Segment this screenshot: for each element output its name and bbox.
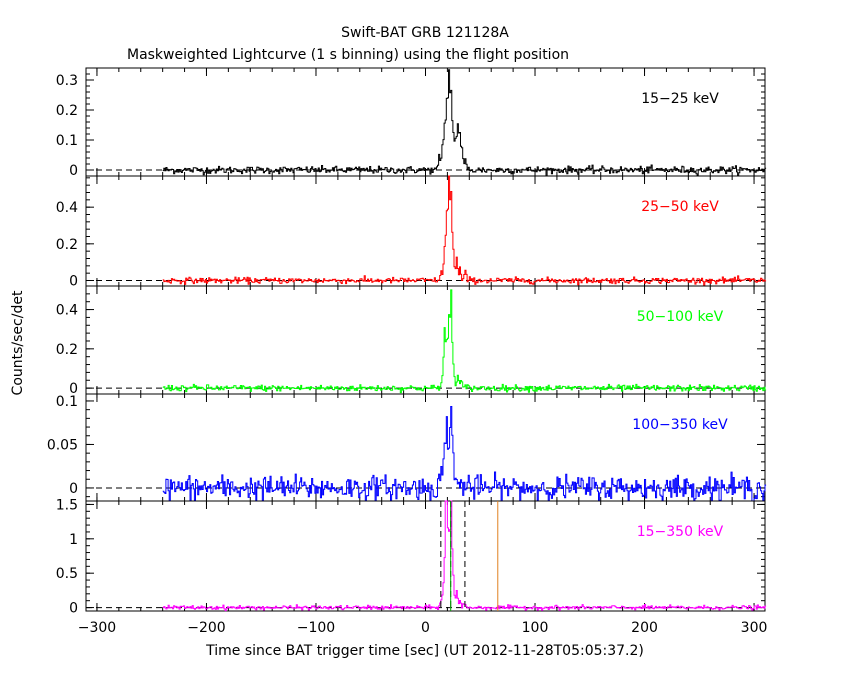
x-axis-label: Time since BAT trigger time [sec] (UT 20… (205, 643, 644, 659)
y-tick-label: 0 (69, 163, 78, 179)
band-label: 25−50 keV (641, 199, 719, 215)
x-tick-label: −300 (78, 620, 116, 636)
y-tick-label: 1 (69, 532, 78, 548)
y-tick-label: 0.5 (56, 566, 78, 582)
y-tick-label: 0 (69, 481, 78, 497)
y-tick-label: 0 (69, 601, 78, 617)
y-axis-label: Counts/sec/det (10, 290, 26, 395)
y-tick-label: 0 (69, 274, 78, 290)
y-tick-label: 0.1 (56, 133, 78, 149)
band-label: 15−350 keV (637, 524, 724, 540)
x-tick-label: 200 (631, 620, 658, 636)
y-tick-label: 0.4 (56, 200, 78, 216)
panel-frame (85, 175, 766, 287)
x-tick-label: −200 (187, 620, 225, 636)
series-line (162, 289, 767, 394)
band-label: 15−25 keV (641, 91, 719, 107)
y-tick-label: 0.2 (56, 342, 78, 358)
x-tick-label: 100 (522, 620, 549, 636)
band-label: 50−100 keV (637, 309, 724, 325)
y-tick-label: 0.05 (47, 437, 78, 453)
panel-4: 0 0.05 0.1 100−350 keV (47, 393, 767, 502)
x-tick-label: 300 (741, 620, 768, 636)
panel-frame (85, 67, 766, 177)
panel-2: 0 0.2 0.4 25−50 keV (56, 175, 767, 290)
y-tick-label: 0.2 (56, 237, 78, 253)
y-tick-label: 0.1 (56, 394, 78, 410)
y-tick-label: 0.4 (56, 303, 78, 319)
y-tick-label: 0.3 (56, 73, 78, 89)
panel-3: 0 0.2 0.4 50−100 keV (56, 285, 767, 397)
band-label: 100−350 keV (632, 417, 728, 433)
y-tick-label: 0.2 (56, 103, 78, 119)
chart-subtitle: Maskweighted Lightcurve (1 s binning) us… (127, 47, 569, 63)
panel-1: 0 0.1 0.2 0.3 15−25 keV (56, 67, 767, 179)
chart-title: Swift-BAT GRB 121128A (341, 25, 509, 41)
x-tick-label: −100 (297, 620, 335, 636)
series-line (162, 500, 767, 612)
y-tick-label: 0 (69, 381, 78, 397)
x-tick-labels: −300 −200 −100 0 100 200 300 (78, 620, 768, 636)
series-line (162, 175, 767, 287)
x-tick-label: 0 (421, 620, 430, 636)
panel-5: 0 0.5 1 1.5 15−350 keV (56, 497, 767, 617)
y-tick-label: 1.5 (56, 497, 78, 513)
series-line (162, 69, 767, 177)
panel-frame (85, 285, 766, 395)
series-line (162, 406, 767, 502)
panel-frame (85, 500, 766, 612)
